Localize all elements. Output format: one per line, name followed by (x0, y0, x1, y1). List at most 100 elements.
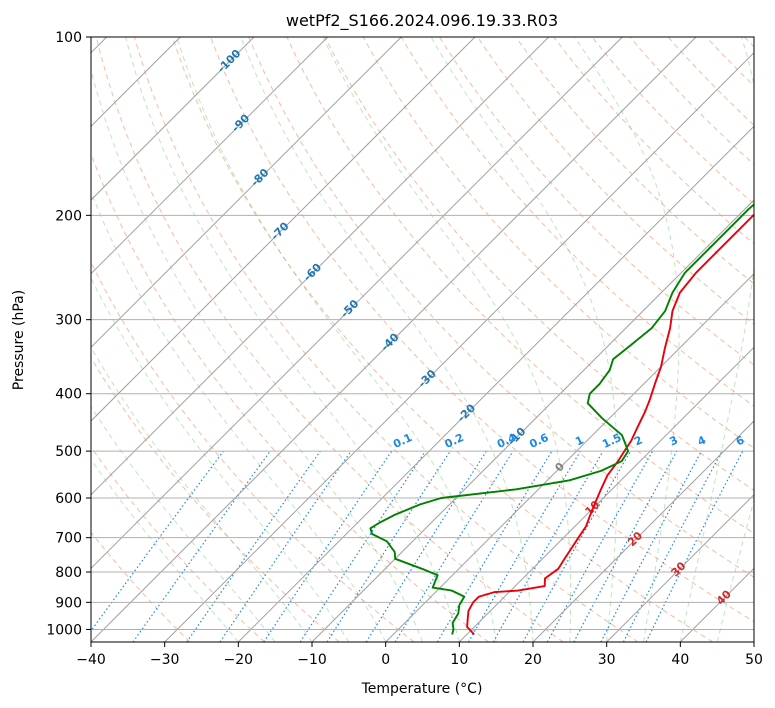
isotherm-line (164, 51, 754, 642)
dry-adiabat-line (286, 37, 754, 535)
mixing-ratio-label: 0.1 (391, 431, 414, 451)
dry-adiabat-line (362, 37, 754, 449)
x-tick-label: 0 (381, 652, 390, 668)
dry-adiabat-line (95, 37, 564, 642)
isotherm-line (91, 37, 181, 128)
dry-adiabat-line (667, 37, 754, 126)
mixing-ratio-line (394, 450, 514, 642)
isotherm-line (91, 37, 476, 422)
plot-frame (90, 36, 755, 643)
moist-adiabat-line (91, 190, 387, 642)
mixing-ratio-line (299, 450, 426, 642)
isotherm-line (91, 37, 402, 349)
dry-adiabat-line (629, 37, 754, 166)
y-tick-label: 600 (55, 491, 82, 507)
isotherm-line (91, 37, 329, 275)
isotherm-line (458, 346, 754, 642)
dry-adiabat-line (248, 37, 754, 578)
mixing-ratio-line (219, 450, 352, 642)
dry-adiabat-line (171, 37, 713, 642)
dewpoint-profile (369, 203, 754, 635)
isotherm-line (311, 199, 754, 642)
moist-adiabat-line (322, 37, 572, 642)
mixing-ratio-label: 1 (573, 433, 585, 448)
mixing-ratio-line (546, 450, 654, 642)
dry-adiabat-line (553, 37, 754, 245)
isotherm-line (679, 567, 754, 642)
isotherm-line (91, 37, 697, 642)
moist-adiabat-line (125, 37, 460, 642)
isotherm-line (532, 420, 754, 642)
temperature-profile (466, 213, 754, 636)
x-tick-label: −10 (297, 652, 327, 668)
x-tick-label: −30 (150, 652, 180, 668)
x-tick-label: −20 (224, 652, 254, 668)
dry-adiabat-line (515, 37, 754, 285)
x-tick-label: −40 (76, 652, 106, 668)
y-tick-label: 900 (55, 595, 82, 611)
y-tick-label: 100 (55, 30, 82, 46)
mixing-ratio-line (467, 450, 581, 642)
mixing-ratio-line (186, 450, 321, 642)
mixing-ratio-line (522, 450, 632, 642)
dry-adiabat-line (770, 24, 775, 642)
x-axis: −40 −30 −20 −10 0 10 20 30 40 50 (76, 642, 763, 668)
dry-adiabat-line (705, 37, 754, 87)
moist-adiabat-line (430, 37, 618, 642)
dry-adiabat-line (91, 446, 265, 642)
mixing-ratio-label: 8 (763, 433, 775, 448)
moist-adiabat-line (240, 37, 534, 642)
isotherm-line (385, 272, 754, 642)
x-tick-label: 30 (598, 652, 616, 668)
dry-adiabat-line (91, 356, 340, 642)
x-tick-label: 20 (524, 652, 542, 668)
chart-title: wetPf2_S166.2024.096.19.33.R03 (286, 11, 558, 31)
x-tick-label: 50 (745, 652, 763, 668)
dry-adiabat-line (324, 37, 754, 491)
y-tick-label: 300 (55, 313, 82, 329)
moist-adiabat-line (574, 37, 680, 642)
mixing-ratio-line (573, 450, 678, 642)
sounding-profiles (369, 203, 754, 636)
mixing-ratio-line (326, 450, 451, 642)
moist-adiabat-line (91, 277, 350, 642)
moist-adiabat-line (91, 458, 239, 642)
isotherm-line (91, 37, 255, 201)
dry-adiabat-line (400, 37, 754, 407)
isotherm-line (753, 641, 754, 642)
y-tick-label: 500 (55, 444, 82, 460)
mixing-ratio-line (436, 450, 553, 642)
dry-adiabat-line (591, 37, 754, 205)
dry-adiabat-line (743, 37, 754, 48)
mixing-ratio-line (91, 450, 224, 632)
isotherm-line (91, 37, 623, 570)
dry-adiabat-line (91, 260, 415, 642)
y-axis: 100 200 300 400 500 600 700 800 900 1000 (46, 30, 91, 638)
dry-adiabat-line (133, 37, 639, 642)
dry-adiabat-line (477, 37, 754, 325)
background-lines (91, 24, 775, 642)
y-tick-label: 400 (55, 387, 82, 403)
isotherm-label: -30 (416, 367, 439, 390)
grid-lines (91, 37, 754, 642)
y-tick-label: 800 (55, 565, 82, 581)
mixing-ratio-line (263, 450, 393, 642)
y-tick-label: 200 (55, 208, 82, 224)
dry-adiabat-line (438, 37, 754, 366)
isotherm-line (237, 125, 754, 642)
isotherm-label: -60 (301, 261, 324, 284)
isotherm-label: -90 (229, 111, 252, 134)
y-tick-label: 700 (55, 531, 82, 547)
mixing-ratio-line (645, 450, 744, 642)
x-tick-label: 10 (450, 652, 468, 668)
mixing-ratio-labels: 0.10.20.40.611.52346810131620253036 (391, 431, 775, 451)
x-tick-label: 40 (671, 652, 689, 668)
y-tick-label: 1000 (46, 622, 82, 638)
moist-adiabat-line (91, 346, 313, 642)
y-axis-label: Pressure (hPa) (11, 290, 27, 390)
mixing-ratio-label: 0.6 (527, 431, 550, 451)
mixing-ratio-label: 3 (668, 433, 680, 448)
mixing-ratio-line (132, 450, 271, 642)
